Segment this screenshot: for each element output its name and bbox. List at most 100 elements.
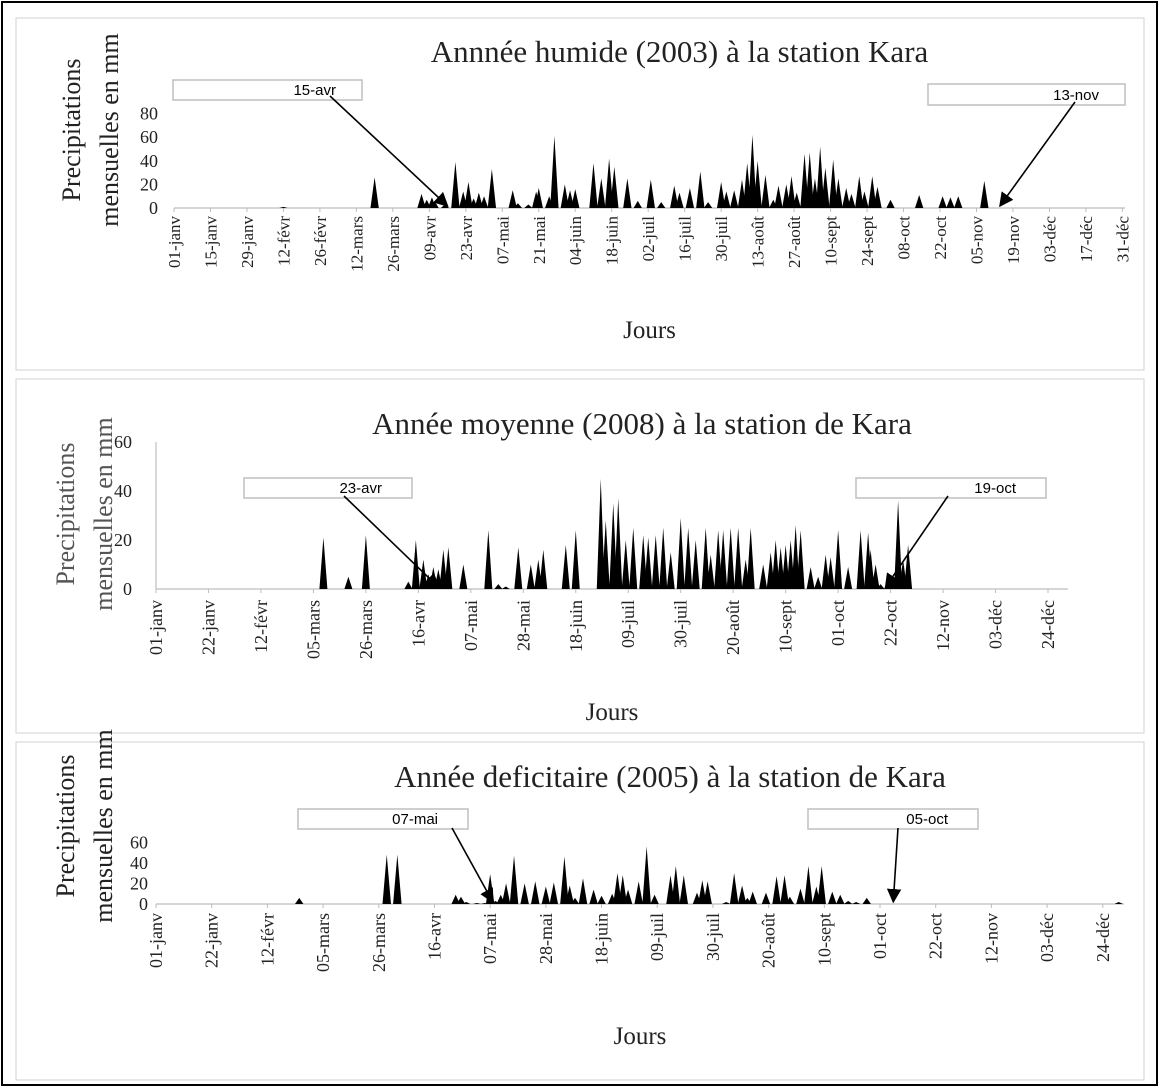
rain-spike bbox=[834, 530, 843, 589]
rain-spike bbox=[618, 875, 628, 904]
rain-spike bbox=[722, 191, 731, 208]
x-tick-label: 15-janv bbox=[201, 216, 220, 268]
annotation-box bbox=[243, 477, 413, 499]
x-tick-label: 01-oct bbox=[870, 913, 890, 959]
chart-panel-1: Annnée humide (2003) à la station Kara Pr… bbox=[15, 17, 1145, 371]
rain-spike bbox=[684, 527, 693, 589]
rain-spike bbox=[578, 878, 588, 904]
x-tick-label: 26-mars bbox=[384, 216, 403, 272]
annotation-arrow bbox=[884, 495, 949, 589]
rain-spike bbox=[534, 187, 543, 208]
rain-spike bbox=[868, 176, 877, 208]
rain-spike bbox=[657, 202, 666, 208]
rain-spike bbox=[866, 549, 875, 589]
rain-spike bbox=[472, 902, 482, 904]
rain-spike bbox=[514, 547, 523, 589]
x-tick-label: 09-juil bbox=[647, 913, 667, 961]
y-axis-label: mensuelles en mm bbox=[89, 729, 118, 923]
rain-spike bbox=[524, 204, 533, 208]
y-tick-label: 40 bbox=[130, 853, 148, 873]
rain-spike bbox=[696, 171, 705, 208]
rain-spike bbox=[571, 530, 580, 589]
panel-border bbox=[15, 378, 1145, 734]
x-tick-label: 24-déc bbox=[1093, 913, 1113, 962]
x-tick-label: 10-sept bbox=[776, 600, 796, 653]
rain-spike bbox=[319, 537, 328, 589]
annotation-box bbox=[172, 79, 363, 101]
rain-spike bbox=[650, 894, 659, 904]
rain-spike bbox=[484, 530, 493, 589]
x-tick-label: 01-janv bbox=[165, 216, 184, 268]
rain-spike bbox=[679, 875, 689, 904]
x-tick-label: 20-août bbox=[723, 600, 743, 655]
rain-spike bbox=[659, 527, 668, 589]
x-tick-label: 13-août bbox=[749, 216, 768, 268]
rain-spike bbox=[675, 192, 684, 208]
y-axis-label: mensuelles en mm bbox=[89, 417, 118, 611]
rain-spike bbox=[685, 187, 695, 208]
rain-spike bbox=[791, 525, 800, 589]
x-tick-label: 12-févr bbox=[251, 600, 271, 653]
y-tick-label: 60 bbox=[140, 127, 158, 147]
rain-spike bbox=[914, 195, 924, 208]
rain-spike bbox=[873, 186, 882, 208]
x-tick-label: 02-juil bbox=[639, 216, 658, 262]
x-tick-label: 07-mai bbox=[480, 913, 500, 964]
chart-title: Année moyenne (2008) à la station de Kar… bbox=[372, 406, 912, 441]
rain-spike bbox=[676, 517, 685, 589]
x-tick-label: 04-juin bbox=[566, 216, 585, 266]
rain-spike bbox=[796, 888, 805, 904]
x-tick-label: 12-nov bbox=[933, 600, 953, 651]
rain-spike bbox=[417, 193, 426, 208]
rain-spike bbox=[855, 176, 864, 208]
rain-spike bbox=[886, 199, 895, 208]
annotation-arrow bbox=[329, 95, 449, 207]
rain-spike bbox=[474, 192, 484, 208]
rain-spike bbox=[856, 530, 865, 589]
chart-panel-2: Année moyenne (2008) à la station de Kar… bbox=[15, 378, 1145, 734]
rain-spike bbox=[541, 886, 551, 904]
rain-spike bbox=[847, 193, 856, 208]
x-tick-label: 01-oct bbox=[828, 600, 848, 646]
rain-spike bbox=[748, 134, 757, 208]
x-tick-label: 22-janv bbox=[198, 600, 218, 655]
rain-spike bbox=[597, 178, 606, 208]
rain-spike bbox=[780, 875, 789, 904]
x-axis-label: Jours bbox=[614, 1023, 667, 1050]
rain-spike bbox=[513, 203, 523, 208]
rain-spike bbox=[876, 584, 885, 589]
rain-spike bbox=[501, 883, 511, 904]
rain-spike bbox=[671, 865, 681, 904]
rain-spike bbox=[726, 527, 735, 589]
rain-spike bbox=[828, 891, 837, 904]
x-tick-label: 01-janv bbox=[146, 600, 166, 655]
rain-spike bbox=[565, 885, 574, 904]
rain-spike bbox=[716, 182, 726, 208]
rain-spike bbox=[610, 166, 619, 208]
chart-title: Annnée humide (2003) à la station Kara bbox=[431, 34, 929, 69]
rain-spike bbox=[817, 865, 826, 904]
rain-spike bbox=[479, 196, 489, 208]
x-tick-label: 23-avr bbox=[457, 216, 476, 261]
rain-spike bbox=[629, 527, 638, 589]
x-tick-label: 12-nov bbox=[981, 913, 1001, 964]
annotation-box bbox=[855, 477, 1047, 499]
rain-spike bbox=[404, 581, 413, 589]
rain-spike bbox=[597, 895, 606, 904]
rain-spike bbox=[821, 554, 830, 589]
rain-spike bbox=[644, 537, 653, 589]
x-tick-label: 18-juin bbox=[603, 216, 622, 266]
rain-spike bbox=[714, 530, 723, 589]
rain-spike bbox=[462, 901, 471, 904]
y-tick-label: 20 bbox=[114, 530, 132, 550]
x-tick-label: 05-mars bbox=[313, 913, 333, 972]
annotation-label: 19-oct bbox=[974, 480, 1017, 497]
rain-spike bbox=[746, 527, 755, 589]
annotation-arrow bbox=[999, 101, 1076, 208]
x-tick-label: 28-mai bbox=[513, 600, 533, 651]
rain-spike bbox=[279, 206, 288, 208]
x-tick-label: 03-déc bbox=[1037, 913, 1057, 962]
rain-spike bbox=[792, 192, 801, 208]
rain-spike bbox=[785, 896, 795, 904]
